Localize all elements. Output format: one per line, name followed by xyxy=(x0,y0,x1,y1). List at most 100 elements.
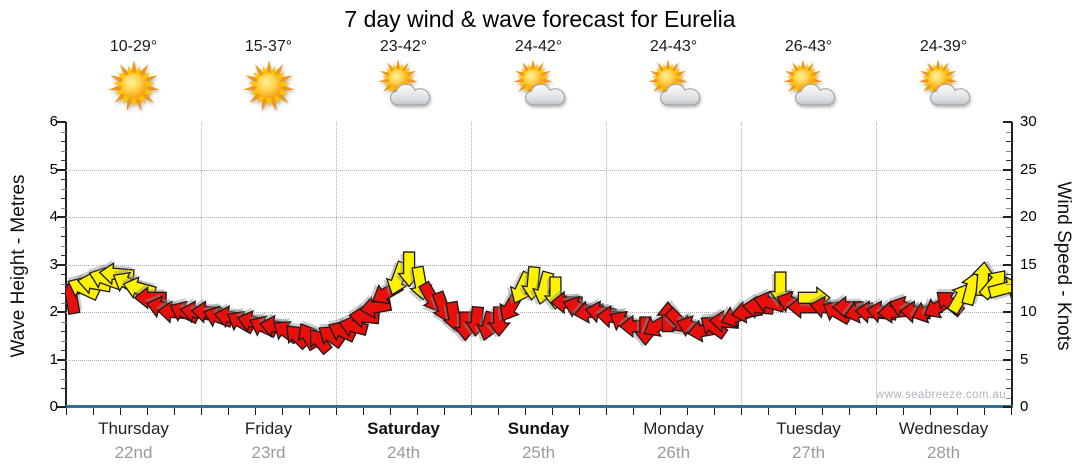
gridline-horizontal xyxy=(66,312,1011,313)
x-axis-tick xyxy=(66,408,67,415)
x-axis-tick xyxy=(795,408,796,415)
gridline-day-boundary xyxy=(741,122,742,407)
right-axis-tick-label: 25 xyxy=(1020,160,1037,178)
x-axis-tick xyxy=(903,408,904,415)
right-axis-major-tick xyxy=(1003,168,1012,171)
x-axis-tick xyxy=(957,408,958,415)
day-temperature-range: 24-42° xyxy=(514,38,563,55)
x-axis-tick xyxy=(741,408,742,415)
day-date-label: 26th xyxy=(656,443,691,462)
left-axis-minor-tick xyxy=(61,150,66,152)
gridline-day-boundary xyxy=(606,122,607,407)
right-axis-major-tick xyxy=(1003,311,1012,313)
x-axis-tick xyxy=(660,408,661,415)
left-axis-minor-tick xyxy=(61,236,66,237)
x-axis-tick xyxy=(417,408,418,415)
x-axis-tick xyxy=(282,408,283,415)
right-axis-tick-label: 10 xyxy=(1020,303,1037,320)
gridline-day-boundary xyxy=(336,122,337,407)
gridline-horizontal xyxy=(66,169,1011,171)
right-axis-minor-tick xyxy=(1006,255,1011,256)
left-axis-tick-label: 0 xyxy=(49,398,58,415)
x-axis-tick xyxy=(120,408,121,415)
left-axis-major-tick xyxy=(57,121,66,123)
left-axis-minor-tick xyxy=(61,198,66,199)
right-axis-minor-tick xyxy=(1006,207,1011,209)
left-axis-minor-tick xyxy=(61,160,66,161)
day-name-label: Thursday xyxy=(98,419,169,438)
left-axis-tick-label: 3 xyxy=(49,255,58,273)
right-axis-minor-tick xyxy=(1006,331,1011,332)
right-axis-minor-tick xyxy=(1006,274,1011,275)
right-axis-minor-tick xyxy=(1006,150,1011,152)
left-axis-minor-tick xyxy=(61,321,66,323)
x-axis-tick xyxy=(498,408,499,415)
left-axis-major-tick xyxy=(57,406,66,408)
wind-arrow xyxy=(987,276,1011,301)
wind-arrow-layer xyxy=(66,251,1011,356)
day-name-label: Friday xyxy=(244,419,293,438)
right-axis-minor-tick xyxy=(1006,188,1011,190)
left-axis-minor-tick xyxy=(61,188,66,190)
x-axis-tick xyxy=(363,408,364,415)
right-axis-tick-label: 30 xyxy=(1020,113,1037,130)
right-axis-minor-tick xyxy=(1006,160,1011,161)
wave-height-baseline xyxy=(66,405,1013,408)
day-name-label: Wednesday xyxy=(898,419,989,438)
left-axis-tick-label: 6 xyxy=(49,113,58,130)
left-axis-minor-tick xyxy=(61,378,66,380)
right-axis-tick-label: 5 xyxy=(1020,350,1029,368)
x-axis-tick xyxy=(174,408,175,415)
left-axis-minor-tick xyxy=(61,388,66,389)
left-axis-minor-tick xyxy=(61,350,66,351)
x-axis-tick xyxy=(579,408,580,415)
right-axis-tick-label: 20 xyxy=(1020,208,1037,225)
left-axis-minor-tick xyxy=(61,331,66,332)
wind-arrow xyxy=(337,312,369,338)
day-temperature-range: 24-43° xyxy=(649,38,698,55)
gridline-day-boundary xyxy=(201,122,202,407)
x-axis-tick xyxy=(255,408,256,415)
day-date-label: 23rd xyxy=(251,443,286,462)
x-axis-tick xyxy=(849,408,850,415)
sunny-icon xyxy=(107,60,160,111)
right-axis-major-tick xyxy=(1003,358,1012,361)
partly-cloudy-icon xyxy=(512,59,565,106)
day-temperature-range: 10-29° xyxy=(109,38,158,55)
plot-area xyxy=(66,122,1011,407)
left-axis-minor-tick xyxy=(61,207,66,209)
left-axis-minor-tick xyxy=(61,226,66,228)
left-axis-minor-tick xyxy=(61,302,66,304)
watermark: www.seabreeze.com.au xyxy=(875,389,1006,401)
wind-arrow xyxy=(752,288,787,314)
x-axis-tick xyxy=(309,408,310,415)
right-axis-minor-tick xyxy=(1006,283,1011,285)
left-axis-major-tick xyxy=(57,216,66,218)
left-axis-minor-tick xyxy=(61,131,66,133)
x-axis-tick xyxy=(1011,408,1012,415)
right-axis-minor-tick xyxy=(1006,350,1011,351)
partly-cloudy-icon xyxy=(782,59,835,106)
right-axis-minor-tick xyxy=(1006,236,1011,237)
x-axis-tick xyxy=(552,408,553,415)
left-axis-minor-tick xyxy=(61,293,66,294)
x-axis-tick xyxy=(471,408,472,415)
partly-cloudy-icon xyxy=(917,59,970,106)
right-axis-minor-tick xyxy=(1006,198,1011,199)
right-axis-line xyxy=(1011,122,1013,408)
day-temperature-range: 23-42° xyxy=(379,38,428,55)
left-axis-tick-label: 2 xyxy=(49,303,58,320)
left-axis-major-tick xyxy=(57,263,66,266)
day-date-label: 25th xyxy=(521,443,556,462)
left-axis-tick-label: 4 xyxy=(49,208,58,225)
right-axis-minor-tick xyxy=(1006,378,1011,380)
left-axis-major-tick xyxy=(57,311,66,313)
left-axis-minor-tick xyxy=(61,340,66,342)
partly-cloudy-icon xyxy=(377,59,430,106)
right-axis-minor-tick xyxy=(1006,226,1011,228)
x-axis-tick xyxy=(876,408,877,415)
day-name-label: Sunday xyxy=(507,419,570,438)
day-date-label: 28th xyxy=(926,443,961,462)
left-axis-major-tick xyxy=(57,168,66,171)
